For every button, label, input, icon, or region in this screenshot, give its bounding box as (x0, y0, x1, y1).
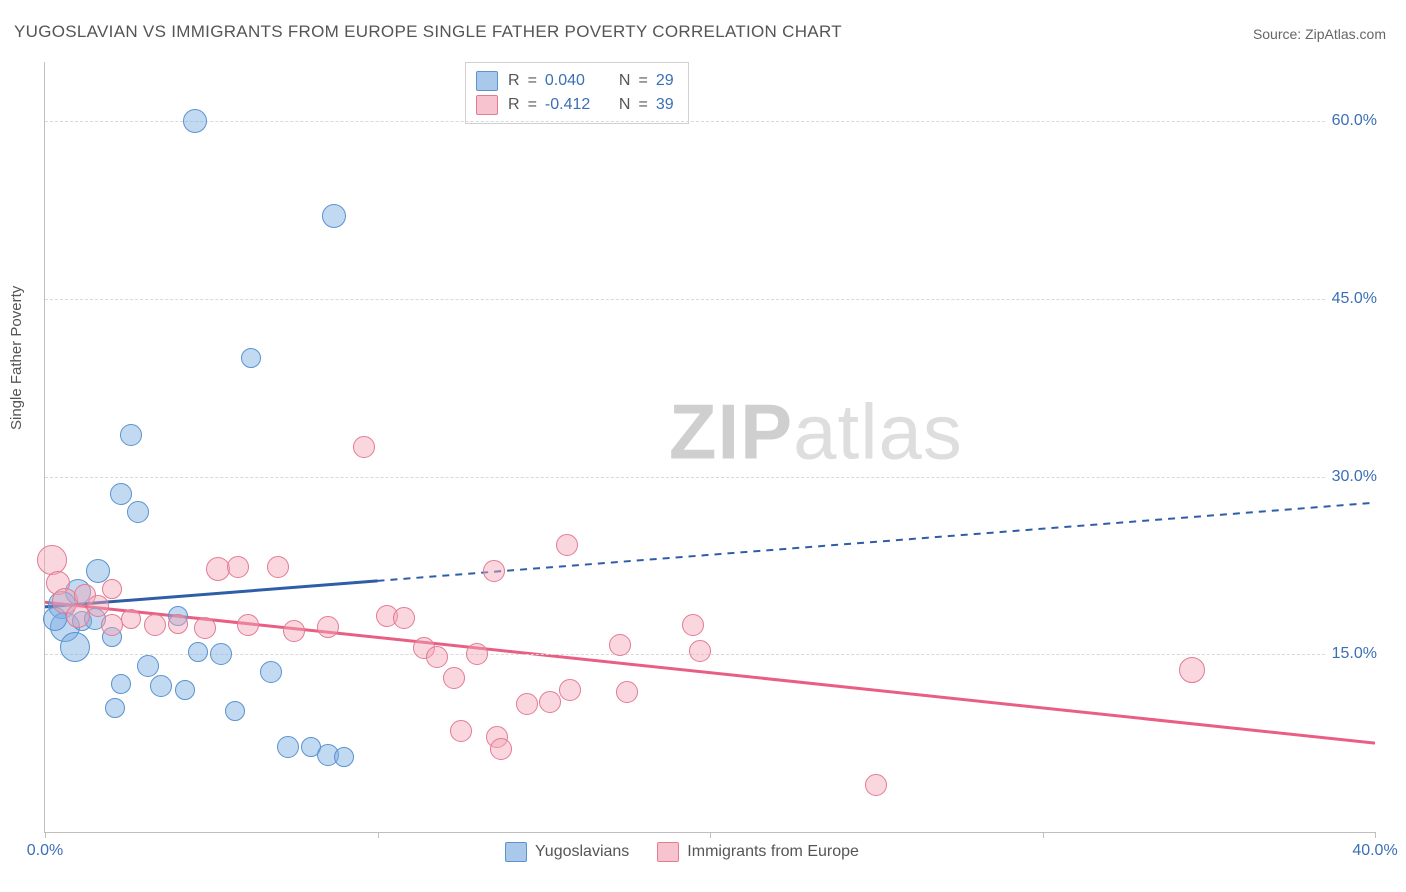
marker-series-0 (188, 642, 208, 662)
marker-series-0 (127, 501, 149, 523)
x-tick-mark (1375, 832, 1376, 838)
y-tick-label: 15.0% (1326, 645, 1377, 663)
marker-series-0 (241, 348, 261, 368)
marker-series-0 (110, 483, 132, 505)
legend-swatch-series-1 (476, 95, 498, 115)
legend-swatch-series-1-bottom (657, 842, 679, 862)
x-tick-mark (1043, 832, 1044, 838)
y-tick-label: 60.0% (1326, 112, 1377, 130)
marker-series-1 (227, 556, 249, 578)
marker-series-1 (1179, 657, 1205, 683)
x-tick-label: 40.0% (1352, 842, 1397, 860)
legend-N-label: N (619, 72, 631, 90)
gridline (45, 477, 1375, 478)
marker-series-0 (183, 109, 207, 133)
legend-swatch-series-0 (476, 71, 498, 91)
marker-series-1 (87, 595, 109, 617)
marker-series-1 (426, 646, 448, 668)
legend-N-value-0: 29 (656, 72, 674, 90)
marker-series-1 (689, 640, 711, 662)
y-axis-label: Single Father Poverty (8, 286, 25, 430)
marker-series-1 (450, 720, 472, 742)
x-tick-mark (45, 832, 46, 838)
marker-series-0 (175, 680, 195, 700)
chart-plot-area: ZIPatlas R = 0.040 N = 29 R = -0.412 N =… (44, 62, 1375, 833)
legend-row-series-0: R = 0.040 N = 29 (476, 69, 674, 93)
trendline-dashed (378, 503, 1376, 581)
marker-series-0 (105, 698, 125, 718)
marker-series-1 (267, 556, 289, 578)
chart-title: YUGOSLAVIAN VS IMMIGRANTS FROM EUROPE SI… (14, 22, 842, 42)
marker-series-0 (111, 674, 131, 694)
marker-series-1 (37, 545, 67, 575)
y-tick-label: 30.0% (1326, 468, 1377, 486)
legend-eq: = (638, 72, 647, 90)
marker-series-0 (150, 675, 172, 697)
legend-N-value-1: 39 (656, 96, 674, 114)
watermark-rest: atlas (793, 387, 963, 475)
legend-series-labels: Yugoslavians Immigrants from Europe (505, 842, 859, 862)
marker-series-0 (260, 661, 282, 683)
legend-R-label: R (508, 72, 520, 90)
legend-eq: = (638, 96, 647, 114)
marker-series-1 (443, 667, 465, 689)
legend-eq: = (528, 72, 537, 90)
marker-series-1 (121, 609, 141, 629)
legend-item-series-1: Immigrants from Europe (657, 842, 859, 862)
legend-row-series-1: R = -0.412 N = 39 (476, 93, 674, 117)
marker-series-1 (317, 616, 339, 638)
legend-correlation-box: R = 0.040 N = 29 R = -0.412 N = 39 (465, 62, 689, 124)
marker-series-0 (334, 747, 354, 767)
gridline (45, 299, 1375, 300)
x-tick-mark (710, 832, 711, 838)
marker-series-1 (865, 774, 887, 796)
marker-series-1 (466, 643, 488, 665)
marker-series-1 (609, 634, 631, 656)
marker-series-1 (393, 607, 415, 629)
marker-series-0 (60, 632, 90, 662)
source-label: Source: (1253, 26, 1305, 42)
x-tick-label: 0.0% (27, 842, 63, 860)
legend-swatch-series-0-bottom (505, 842, 527, 862)
legend-N-label: N (619, 96, 631, 114)
marker-series-1 (556, 534, 578, 556)
marker-series-1 (682, 614, 704, 636)
marker-series-0 (225, 701, 245, 721)
marker-series-0 (277, 736, 299, 758)
legend-label-series-1: Immigrants from Europe (687, 843, 859, 861)
marker-series-1 (101, 614, 123, 636)
gridline (45, 121, 1375, 122)
legend-R-value-1: -0.412 (545, 96, 601, 114)
y-tick-label: 45.0% (1326, 290, 1377, 308)
source-value: ZipAtlas.com (1305, 26, 1386, 42)
marker-series-1 (237, 614, 259, 636)
watermark-bold: ZIP (669, 387, 793, 475)
marker-series-1 (144, 614, 166, 636)
legend-eq: = (528, 96, 537, 114)
marker-series-1 (168, 614, 188, 634)
legend-item-series-0: Yugoslavians (505, 842, 629, 862)
marker-series-1 (102, 579, 122, 599)
legend-label-series-0: Yugoslavians (535, 843, 629, 861)
marker-series-1 (194, 617, 216, 639)
marker-series-1 (353, 436, 375, 458)
marker-series-0 (210, 643, 232, 665)
source-credit: Source: ZipAtlas.com (1253, 26, 1386, 42)
marker-series-1 (283, 620, 305, 642)
marker-series-0 (120, 424, 142, 446)
marker-series-1 (616, 681, 638, 703)
legend-R-label: R (508, 96, 520, 114)
legend-R-value-0: 0.040 (545, 72, 601, 90)
marker-series-0 (137, 655, 159, 677)
marker-series-1 (483, 560, 505, 582)
marker-series-1 (490, 738, 512, 760)
marker-series-1 (559, 679, 581, 701)
marker-series-1 (516, 693, 538, 715)
x-tick-mark (378, 832, 379, 838)
marker-series-0 (322, 204, 346, 228)
zipatlas-watermark: ZIPatlas (669, 386, 963, 477)
marker-series-1 (539, 691, 561, 713)
